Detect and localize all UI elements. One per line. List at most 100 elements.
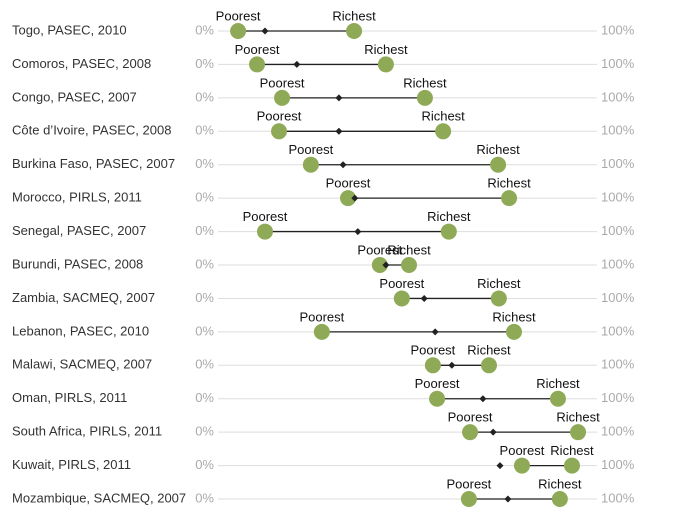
row-label: Congo, PASEC, 2007 (12, 89, 137, 104)
dot-label: Poorest (326, 176, 371, 191)
dot (371, 257, 388, 274)
dot-label: Richest (492, 309, 536, 324)
dot-label: Richest (427, 209, 471, 224)
tick-label: 100% (601, 323, 635, 338)
average-marker (354, 228, 362, 236)
tick-label: 0% (195, 290, 214, 305)
tick-label: 100% (601, 490, 635, 505)
dot (460, 491, 477, 508)
dot (339, 190, 356, 207)
tick-label: 0% (195, 457, 214, 472)
tick-label: 100% (601, 22, 635, 37)
dot (416, 89, 433, 106)
dot-label: Richest (421, 109, 465, 124)
dot-label: Richest (467, 343, 511, 358)
dot (377, 56, 394, 73)
dot-label: Richest (364, 42, 408, 57)
average-marker (261, 27, 269, 35)
average-marker (431, 328, 439, 336)
tick-label: 0% (195, 56, 214, 71)
dot (490, 156, 507, 173)
average-marker (489, 428, 497, 436)
tick-label: 100% (601, 256, 635, 271)
dot-label: Poorest (257, 109, 302, 124)
dot (401, 257, 418, 274)
dot-label: Richest (556, 410, 600, 425)
dot (513, 457, 530, 474)
average-marker (504, 495, 512, 503)
dot (274, 89, 291, 106)
tick-label: 0% (195, 22, 214, 37)
dot-label: Poorest (415, 376, 460, 391)
dot (271, 123, 288, 140)
tick-label: 100% (601, 290, 635, 305)
average-marker (420, 294, 428, 302)
tick-label: 0% (195, 357, 214, 372)
tick-label: 0% (195, 156, 214, 171)
dot (256, 223, 273, 240)
average-marker (496, 462, 504, 470)
dot-label: Poorest (299, 309, 344, 324)
tick-label: 0% (195, 323, 214, 338)
tick-label: 0% (195, 123, 214, 138)
tick-label: 0% (195, 256, 214, 271)
tick-label: 100% (601, 424, 635, 439)
row-label: Oman, PIRLS, 2011 (12, 390, 127, 405)
dot-label: Richest (487, 176, 531, 191)
row-label: Lebanon, PASEC, 2010 (12, 323, 149, 338)
dot (549, 390, 566, 407)
average-marker (351, 194, 359, 202)
average-marker (339, 161, 347, 169)
tick-label: 100% (601, 357, 635, 372)
average-marker (293, 60, 301, 68)
dot-label: Poorest (260, 75, 305, 90)
dot (462, 424, 479, 441)
tick-label: 100% (601, 223, 635, 238)
average-marker (382, 261, 390, 269)
tick-label: 100% (601, 190, 635, 205)
row-label: Burkina Faso, PASEC, 2007 (12, 156, 175, 171)
row-label: Mozambique, SACMEQ, 2007 (12, 490, 186, 505)
dot-label: Richest (538, 476, 582, 491)
dot-label: Richest (403, 75, 447, 90)
tick-label: 0% (195, 223, 214, 238)
tick-label: 0% (195, 490, 214, 505)
row-label: Senegal, PASEC, 2007 (12, 223, 146, 238)
dot-label: Poorest (243, 209, 288, 224)
dot-label: Richest (387, 242, 431, 257)
row-label: Malawi, SACMEQ, 2007 (12, 357, 152, 372)
average-marker (335, 127, 343, 135)
row-label: South Africa, PIRLS, 2011 (12, 424, 162, 439)
dot-label: Poorest (446, 476, 491, 491)
average-marker (335, 94, 343, 102)
dot (313, 323, 330, 340)
dot-label: Poorest (410, 343, 455, 358)
dot (424, 357, 441, 374)
tick-label: 0% (195, 190, 214, 205)
dot (440, 223, 457, 240)
tick-label: 100% (601, 56, 635, 71)
dot-label: Richest (536, 376, 580, 391)
tick-label: 100% (601, 89, 635, 104)
average-marker (479, 395, 487, 403)
average-marker (448, 361, 456, 369)
dot (249, 56, 266, 73)
dot (302, 156, 319, 173)
dot-label: Richest (476, 142, 520, 157)
dot-label: Poorest (235, 42, 280, 57)
dot-label: Richest (332, 8, 376, 23)
row-label: Burundi, PASEC, 2008 (12, 256, 143, 271)
dot (505, 323, 522, 340)
dot (429, 390, 446, 407)
dot-label: Poorest (448, 410, 493, 425)
row-label: Togo, PASEC, 2010 (12, 22, 127, 37)
tick-label: 0% (195, 424, 214, 439)
dot-label: Poorest (379, 276, 424, 291)
dot-label: Richest (550, 443, 594, 458)
row-label: Zambia, SACMEQ, 2007 (12, 290, 155, 305)
tick-label: 100% (601, 390, 635, 405)
dot (346, 23, 363, 39)
row-label: Morocco, PIRLS, 2011 (12, 190, 142, 205)
dot (570, 424, 587, 441)
tick-label: 0% (195, 390, 214, 405)
